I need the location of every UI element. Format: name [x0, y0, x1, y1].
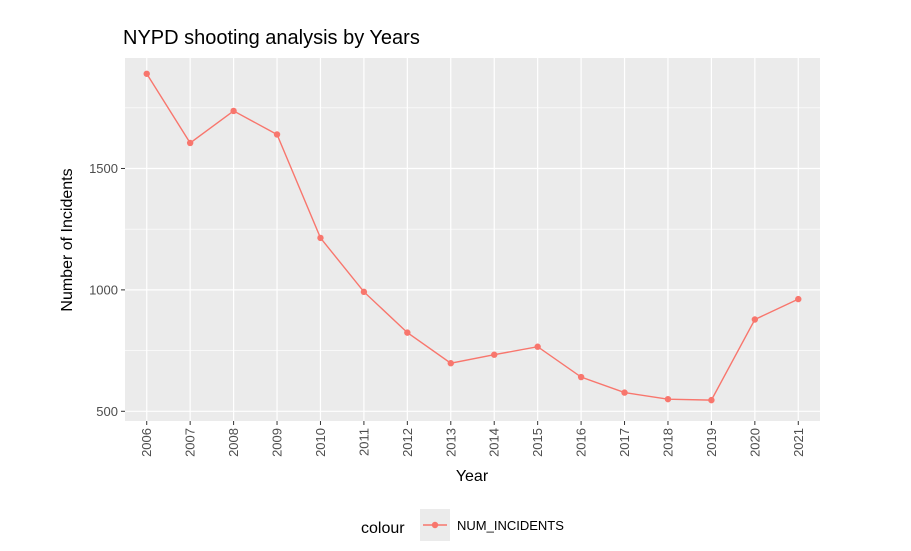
- x-tick-label: 2021: [791, 428, 806, 457]
- data-point: [795, 295, 802, 303]
- x-tick-label: 2018: [660, 428, 675, 457]
- data-point: [360, 288, 368, 296]
- legend: colour NUM_INCIDENTS: [361, 509, 564, 541]
- data-point: [143, 70, 150, 77]
- x-tick-label: 2015: [530, 428, 545, 457]
- x-axis: 2006 2007 2008 2009 2010 2011 2012 2013 2014 2015…: [139, 421, 806, 457]
- x-tick-label: 2014: [487, 428, 502, 457]
- data-point: [621, 389, 628, 396]
- x-tick-label: 2019: [704, 428, 719, 457]
- x-tick-label: 2017: [617, 428, 632, 457]
- x-tick-label: 2006: [139, 428, 154, 457]
- data-point: [577, 373, 585, 381]
- data-point: [664, 395, 672, 403]
- data-point: [708, 396, 715, 404]
- chart-title: NYPD shooting analysis by Years: [123, 27, 420, 49]
- x-tick-label: 2009: [270, 428, 285, 457]
- data-point: [186, 139, 194, 147]
- data-point: [447, 360, 454, 367]
- series-line: [146, 73, 799, 401]
- x-tick-label: 2020: [747, 428, 762, 457]
- data-point: [751, 316, 759, 323]
- x-tick-label: 2013: [443, 428, 458, 457]
- data-point: [404, 329, 411, 336]
- x-tick-label: 2007: [183, 428, 198, 457]
- y-tick-label: 500: [96, 404, 118, 419]
- plot-panel: [125, 58, 820, 421]
- series-layer: [143, 70, 802, 404]
- data-point: [534, 343, 541, 350]
- data-point: [230, 107, 237, 115]
- x-tick-label: 2011: [356, 428, 371, 456]
- x-tick-label: 2016: [574, 428, 589, 457]
- data-point: [273, 131, 281, 138]
- legend-label: NUM_INCIDENTS: [457, 518, 564, 533]
- x-axis-title: Year: [456, 468, 489, 485]
- legend-key-point: [431, 521, 439, 529]
- grid-minor: [125, 107, 820, 351]
- data-point: [491, 351, 498, 358]
- x-tick-label: 2010: [313, 428, 328, 457]
- y-axis: 500 1000 1500: [89, 161, 125, 419]
- y-tick-label: 1500: [89, 161, 118, 176]
- x-tick-label: 2012: [400, 428, 415, 457]
- data-point: [317, 234, 324, 242]
- y-tick-label: 1000: [89, 282, 118, 297]
- y-axis-title: Number of Incidents: [59, 168, 76, 311]
- legend-title: colour: [361, 520, 405, 537]
- x-tick-label: 2008: [226, 428, 241, 457]
